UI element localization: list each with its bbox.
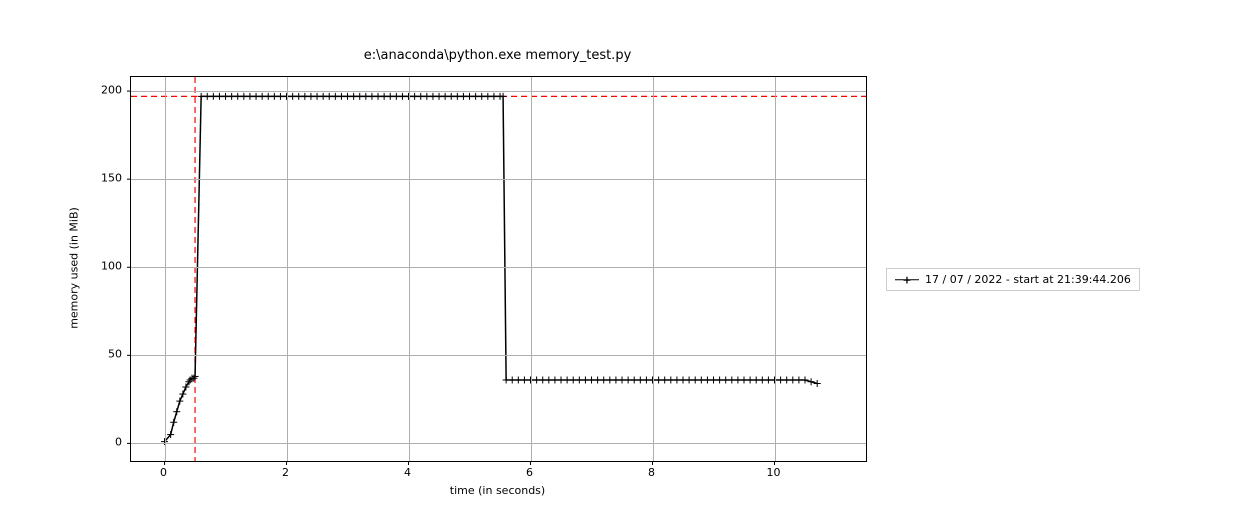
- grid-line-h: [131, 179, 866, 180]
- grid-line-v: [287, 77, 288, 461]
- y-axis-label: memory used (in MiB): [68, 207, 81, 329]
- grid-line-v: [775, 77, 776, 461]
- legend: 17 / 07 / 2022 - start at 21:39:44.206: [886, 268, 1140, 291]
- x-axis-label: time (in seconds): [450, 484, 545, 497]
- grid-line-h: [131, 91, 866, 92]
- plot-area: [130, 76, 867, 462]
- legend-label: 17 / 07 / 2022 - start at 21:39:44.206: [925, 273, 1131, 286]
- y-tick-label: 0: [98, 436, 122, 449]
- grid-line-v: [409, 77, 410, 461]
- x-tick-label: 0: [160, 466, 167, 479]
- grid-line-h: [131, 267, 866, 268]
- x-tick-label: 10: [767, 466, 781, 479]
- grid-line-v: [653, 77, 654, 461]
- grid-line-v: [165, 77, 166, 461]
- grid-line-v: [531, 77, 532, 461]
- y-tick-label: 150: [98, 172, 122, 185]
- x-tick-label: 8: [648, 466, 655, 479]
- memory-series-line: [165, 96, 818, 441]
- grid-line-h: [131, 443, 866, 444]
- memory-profile-chart: e:\anaconda\python.exe memory_test.py ti…: [0, 0, 1237, 531]
- x-tick-label: 2: [282, 466, 289, 479]
- plot-svg: [131, 77, 866, 461]
- x-tick-label: 6: [526, 466, 533, 479]
- grid-line-h: [131, 355, 866, 356]
- y-tick-label: 200: [98, 84, 122, 97]
- x-tick-label: 4: [404, 466, 411, 479]
- y-tick-label: 50: [98, 348, 122, 361]
- y-tick-label: 100: [98, 260, 122, 273]
- legend-marker-icon: [895, 275, 919, 285]
- chart-title: e:\anaconda\python.exe memory_test.py: [364, 48, 632, 63]
